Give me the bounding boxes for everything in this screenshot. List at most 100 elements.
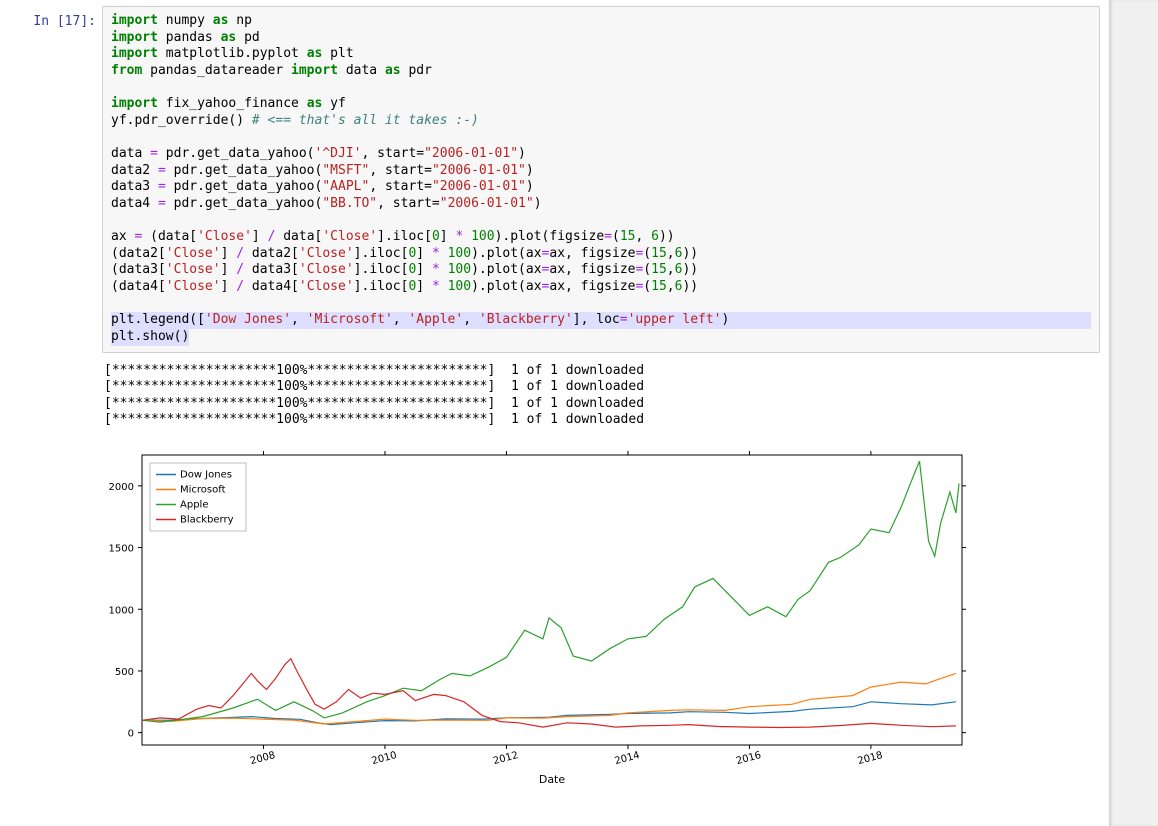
code-text: plt.legend([ [111, 312, 205, 327]
code-text: ).plot(ax [471, 279, 541, 294]
svg-text:1500: 1500 [109, 544, 134, 555]
var: data4 [111, 196, 150, 211]
kw-import: import [291, 63, 338, 78]
code-text: ].iloc[ [354, 262, 409, 277]
string: 'Blackberry' [479, 312, 573, 327]
code-text: ] [221, 262, 237, 277]
op: = [620, 312, 628, 327]
number: 100 [471, 229, 494, 244]
code-text: , [291, 312, 307, 327]
code-text: , start= [369, 163, 432, 178]
kw-as: as [221, 30, 237, 45]
code-text: )) [682, 262, 698, 277]
code-text: yf.pdr_override() [111, 113, 252, 128]
code-text: ], loc [573, 312, 620, 327]
right-gutter [1109, 0, 1158, 826]
code-text [440, 246, 448, 261]
code-text: , start= [377, 196, 440, 211]
number: 15 [651, 262, 667, 277]
comment: # <== that's all it takes :-) [252, 113, 479, 128]
string: "AAPL" [322, 179, 369, 194]
code-text: ) [722, 312, 730, 327]
module-name: matplotlib.pyplot [166, 46, 299, 61]
code-text: ( [643, 262, 651, 277]
module-name: pandas [166, 30, 213, 45]
string: 'upper left' [628, 312, 722, 327]
kw-import: import [111, 46, 158, 61]
code-text: , [667, 262, 675, 277]
svg-text:2010: 2010 [371, 750, 398, 767]
number: 0 [432, 229, 440, 244]
op: / [236, 262, 244, 277]
code-text: ] [416, 262, 432, 277]
string: 'Close' [166, 262, 221, 277]
code-text: ).plot(figsize [495, 229, 605, 244]
number: 100 [448, 262, 471, 277]
code-text: , [667, 279, 675, 294]
code-text: , [463, 312, 479, 327]
code-text: pdr.get_data_yahoo( [166, 196, 323, 211]
code-text: ) [534, 196, 542, 211]
stdout-output: [*********************100%**************… [0, 359, 1100, 434]
code-text [440, 279, 448, 294]
code-text: data3[ [244, 262, 299, 277]
string: "MSFT" [322, 163, 369, 178]
code-text: )) [659, 229, 675, 244]
code-text: (data2[ [111, 246, 166, 261]
op: = [158, 163, 166, 178]
code-text: ].iloc[ [354, 246, 409, 261]
code-text: ax, figsize [549, 279, 635, 294]
code-text: ( [612, 229, 620, 244]
code-text: ] [252, 229, 268, 244]
code-text [440, 262, 448, 277]
number: 6 [651, 229, 659, 244]
stdout-line: [*********************100%**************… [104, 379, 644, 394]
string: 'Apple' [408, 312, 463, 327]
module-name: fix_yahoo_finance [166, 96, 299, 111]
string: 'Close' [299, 279, 354, 294]
svg-text:500: 500 [115, 667, 134, 678]
string: 'Close' [299, 246, 354, 261]
kw-as: as [307, 46, 323, 61]
input-prompt: In [17]: [0, 6, 102, 37]
kw-as: as [213, 13, 229, 28]
code-text: ) [526, 163, 534, 178]
svg-text:2014: 2014 [614, 750, 641, 767]
code-text: ] [221, 246, 237, 261]
svg-text:2008: 2008 [249, 750, 276, 767]
alias: pd [244, 30, 260, 45]
string: 'Close' [197, 229, 252, 244]
stdout-line: [*********************100%**************… [104, 363, 644, 378]
code-text: ).plot(ax [471, 262, 541, 277]
kw-as: as [307, 96, 323, 111]
code-text: data[ [275, 229, 322, 244]
code-text: ] [221, 279, 237, 294]
string: 'Close' [322, 229, 377, 244]
op: = [158, 196, 166, 211]
stdout-line: [*********************100%**************… [104, 412, 644, 427]
code-text: pdr.get_data_yahoo( [166, 163, 323, 178]
kw-from: from [111, 63, 142, 78]
module-name: pandas_datareader [150, 63, 283, 78]
op: * [432, 262, 440, 277]
svg-text:Microsoft: Microsoft [180, 485, 226, 496]
number: 100 [448, 279, 471, 294]
string: 'Dow Jones' [205, 312, 291, 327]
code-text: )) [682, 246, 698, 261]
code-text: ax [111, 229, 134, 244]
code-text: ].iloc[ [377, 229, 432, 244]
string: 'Microsoft' [307, 312, 393, 327]
line-chart: 0500100015002000200820102012201420162018… [96, 445, 976, 797]
page-root: { "cell": { "prompt": "In [17]:", "code"… [0, 0, 1158, 826]
string: 'Close' [166, 279, 221, 294]
code-editor[interactable]: import numpy as np import pandas as pd i… [102, 6, 1100, 353]
svg-text:Blackberry: Blackberry [180, 515, 234, 526]
string: "2006-01-01" [432, 163, 526, 178]
svg-text:2016: 2016 [735, 750, 762, 767]
kw-import: import [111, 13, 158, 28]
code-text: (data[ [142, 229, 197, 244]
string: 'Close' [166, 246, 221, 261]
code-text: ] [416, 279, 432, 294]
alias: yf [330, 96, 346, 111]
var: data3 [111, 179, 150, 194]
